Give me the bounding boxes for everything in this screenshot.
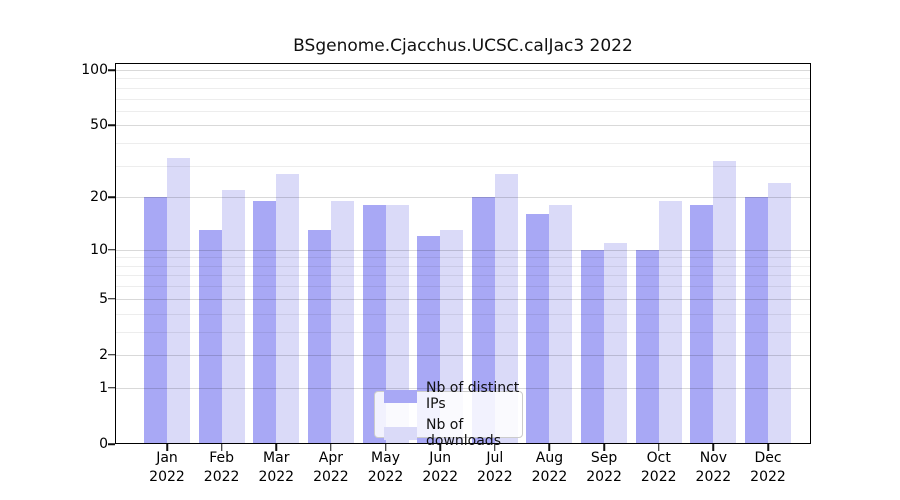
- bar-distinct-ips-apr: [307, 230, 331, 444]
- x-tick-label-jul: Jul 2022: [476, 450, 513, 485]
- bar-downloads-aug: [549, 205, 573, 444]
- y-tick-label-0: 0: [99, 436, 108, 452]
- bar-downloads-apr: [330, 201, 354, 444]
- x-tick-label-may: May 2022: [367, 450, 404, 485]
- bar-downloads-feb: [221, 189, 245, 444]
- y-tick-mark-20: [108, 196, 115, 199]
- x-tick-label-nov: Nov 2022: [695, 450, 732, 485]
- y-tick-mark-100: [108, 69, 115, 71]
- x-tick-mark-apr: [330, 444, 332, 451]
- bar-distinct-ips-sep: [581, 249, 605, 444]
- y-tick-label-100: 100: [81, 62, 108, 78]
- bar-downloads-oct: [658, 201, 682, 444]
- bar-distinct-ips-nov: [690, 205, 714, 444]
- x-tick-mark-nov: [712, 444, 715, 451]
- legend-entry-downloads: Nb of downloads: [375, 417, 522, 449]
- legend: Nb of distinct IPs Nb of downloads: [374, 380, 523, 449]
- bar-downloads-mar: [276, 173, 300, 444]
- x-tick-label-apr: Apr 2022: [313, 450, 349, 485]
- x-tick-mark-aug: [548, 444, 551, 451]
- bar-distinct-ips-aug: [526, 214, 550, 444]
- y-tick-mark-2: [108, 354, 115, 356]
- bar-distinct-ips-feb: [198, 230, 222, 444]
- legend-label-downloads: Nb of downloads: [426, 417, 501, 449]
- x-tick-label-jan: Jan 2022: [149, 450, 185, 485]
- bar-distinct-ips-dec: [745, 197, 768, 444]
- bar-downloads-jun: [440, 230, 464, 444]
- legend-swatch-downloads-icon: [384, 426, 417, 440]
- y-tick-mark-0: [108, 443, 115, 445]
- legend-label-distinct-ips: Nb of distinct IPs: [426, 380, 520, 412]
- bar-downloads-dec: [768, 183, 791, 444]
- x-tick-label-mar: Mar 2022: [258, 450, 295, 485]
- y-tick-mark-1: [108, 387, 115, 389]
- bar-distinct-ips-may: [362, 205, 386, 444]
- x-tick-mark-dec: [767, 444, 769, 451]
- y-tick-label-5: 5: [99, 290, 108, 307]
- x-tick-label-jun: Jun 2022: [422, 450, 458, 485]
- x-tick-mark-feb: [220, 444, 223, 451]
- x-tick-mark-oct: [657, 444, 660, 451]
- bar-downloads-nov: [713, 160, 737, 444]
- x-tick-label-aug: Aug 2022: [531, 450, 568, 485]
- y-tick-label-1: 1: [99, 379, 108, 396]
- x-tick-mark-jul: [494, 444, 496, 451]
- x-tick-label-dec: Dec 2022: [750, 450, 786, 485]
- bar-downloads-sep: [604, 242, 628, 444]
- x-tick-label-oct: Oct 2022: [640, 450, 677, 485]
- x-tick-mark-may: [384, 444, 387, 451]
- x-tick-label-sep: Sep 2022: [586, 450, 622, 485]
- y-tick-mark-50: [108, 124, 115, 127]
- x-tick-mark-sep: [603, 444, 605, 451]
- bar-distinct-ips-jul: [471, 197, 495, 444]
- y-tick-label-2: 2: [99, 346, 108, 363]
- x-tick-mark-jun: [439, 444, 441, 451]
- y-tick-mark-10: [108, 248, 115, 251]
- y-tick-label-10: 10: [90, 241, 108, 258]
- bar-downloads-jul: [494, 173, 518, 444]
- bar-distinct-ips-mar: [253, 201, 277, 444]
- legend-swatch-distinct-ips-icon: [384, 389, 417, 403]
- legend-entry-distinct-ips: Nb of distinct IPs: [375, 380, 522, 412]
- x-tick-mark-mar: [275, 444, 278, 451]
- bar-downloads-may: [385, 205, 409, 444]
- bar-downloads-jan: [167, 158, 190, 444]
- bar-distinct-ips-jan: [144, 197, 167, 444]
- chart-title: BSgenome.Cjacchus.UCSC.calJac3 2022: [293, 36, 633, 56]
- bar-distinct-ips-oct: [635, 249, 659, 444]
- x-tick-mark-jan: [166, 444, 168, 451]
- y-tick-mark-5: [108, 298, 115, 300]
- y-tick-label-50: 50: [90, 117, 108, 134]
- x-tick-label-feb: Feb 2022: [203, 450, 240, 485]
- y-tick-label-20: 20: [90, 189, 108, 206]
